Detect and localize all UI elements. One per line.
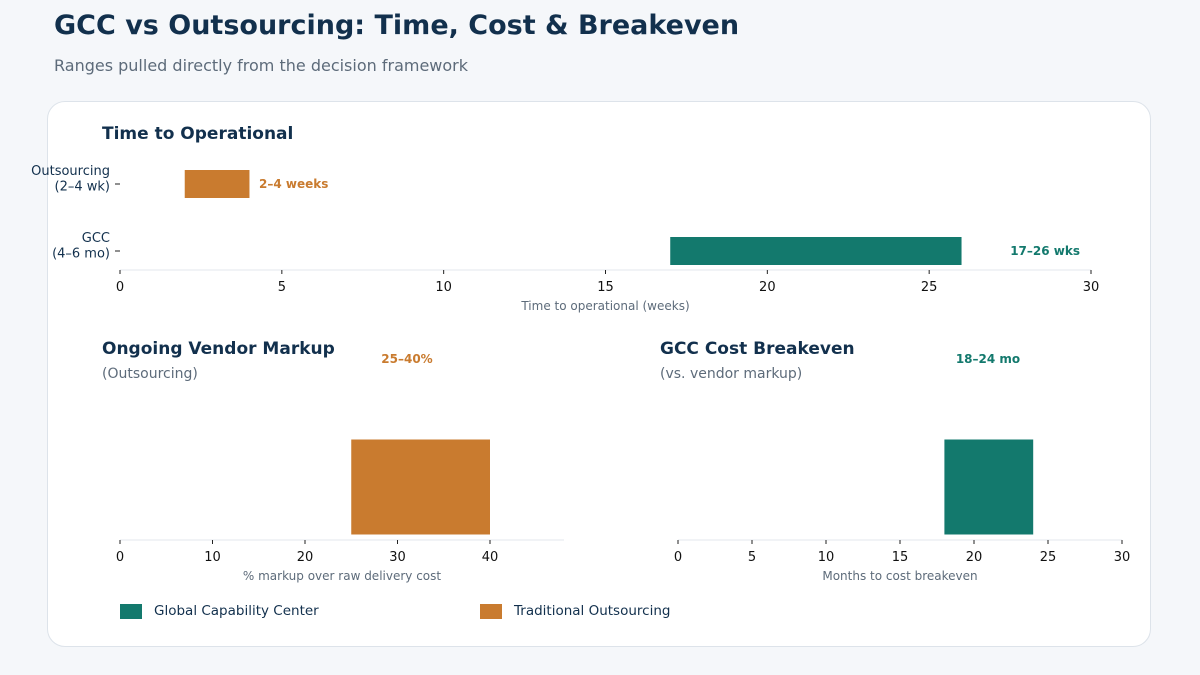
time-bar-annotation: 2–4 weeks: [259, 177, 328, 191]
markup-x-tick-label: 0: [116, 550, 124, 565]
markup-bar-annotation: 25–40%: [381, 352, 432, 366]
time-chart-title: Time to Operational: [102, 124, 293, 144]
time-bar: [184, 170, 250, 198]
breakeven-x-tick-label: 30: [1114, 550, 1131, 565]
time-x-tick-label: 0: [116, 280, 124, 295]
time-x-tick-label: 30: [1083, 280, 1100, 295]
markup-x-axis-label: % markup over raw delivery cost: [243, 569, 441, 583]
time-x-tick-label: 20: [759, 280, 776, 295]
page-subtitle: Ranges pulled directly from the decision…: [54, 56, 469, 75]
breakeven-x-tick-label: 20: [966, 550, 983, 565]
breakeven-x-tick-label: 5: [748, 550, 756, 565]
legend: Global Capability Center Traditional Out…: [0, 601, 1200, 621]
time-bar: [670, 237, 962, 265]
markup-chart-subtitle: (Outsourcing): [102, 366, 198, 382]
breakeven-x-tick-label: 10: [818, 550, 835, 565]
breakeven-bar-annotation: 18–24 mo: [956, 352, 1020, 366]
time-bar-annotation: 17–26 wks: [1010, 244, 1080, 258]
markup-x-tick-label: 30: [389, 550, 406, 565]
markup-chart-title: Ongoing Vendor Markup: [102, 339, 335, 359]
breakeven-chart-subtitle: (vs. vendor markup): [660, 366, 802, 382]
legend-item-gcc: Global Capability Center: [120, 601, 319, 621]
time-x-axis-label: Time to operational (weeks): [520, 299, 689, 313]
breakeven-bar: [944, 439, 1034, 535]
breakeven-x-tick-label: 15: [892, 550, 909, 565]
time-y-category-label: GCC: [82, 231, 110, 246]
time-y-category-label: Outsourcing: [31, 164, 110, 179]
time-x-tick-label: 10: [435, 280, 452, 295]
markup-x-tick-label: 40: [482, 550, 499, 565]
page-title: GCC vs Outsourcing: Time, Cost & Breakev…: [54, 10, 740, 41]
breakeven-chart-title: GCC Cost Breakeven: [660, 339, 855, 359]
markup-bar: [351, 439, 490, 535]
legend-label-outsourcing: Traditional Outsourcing: [514, 603, 671, 619]
breakeven-x-tick-label: 0: [674, 550, 682, 565]
markup-x-tick-label: 10: [204, 550, 221, 565]
time-x-tick-label: 5: [278, 280, 286, 295]
time-x-tick-label: 15: [597, 280, 614, 295]
breakeven-x-tick-label: 25: [1040, 550, 1057, 565]
legend-item-outsourcing: Traditional Outsourcing: [480, 601, 670, 621]
legend-swatch-outsourcing: [480, 603, 502, 619]
time-x-tick-label: 25: [921, 280, 938, 295]
time-y-category-label: (2–4 wk): [55, 180, 110, 195]
legend-swatch-gcc: [120, 603, 142, 619]
markup-x-tick-label: 20: [297, 550, 314, 565]
time-y-category-label: (4–6 mo): [52, 247, 110, 262]
breakeven-x-axis-label: Months to cost breakeven: [822, 569, 977, 583]
legend-label-gcc: Global Capability Center: [154, 603, 319, 619]
